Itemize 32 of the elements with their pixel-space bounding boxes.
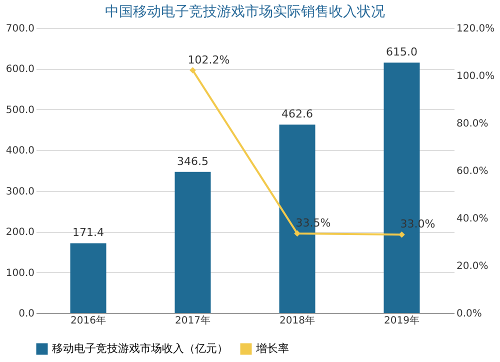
y2-tick-label: 0.0%: [456, 308, 482, 320]
y-tick-label: 0.0: [18, 308, 34, 320]
data-label: 346.5: [177, 154, 208, 168]
y-tick-label: 700.0: [6, 24, 34, 34]
bar: [70, 243, 106, 313]
y-tick-label: 400.0: [6, 146, 34, 157]
data-label: 102.2%: [188, 53, 230, 66]
y2-tick-label: 80.0%: [456, 118, 488, 130]
y-tick-label: 100.0: [6, 268, 34, 279]
y2-tick-label: 40.0%: [456, 214, 488, 224]
data-label: 615.0: [386, 46, 418, 59]
y2-tick-label: 100.0%: [456, 71, 495, 82]
point: [190, 67, 196, 74]
chart-title: 中国移动电子竞技游戏市场实际销售收入状况: [105, 4, 385, 20]
data-label: 462.6: [282, 108, 313, 121]
bar: [174, 172, 211, 313]
y2-tick-label: 120.0%: [456, 24, 495, 34]
x-tick-label: 2018年: [280, 314, 315, 326]
y2-tick-label: 60.0%: [456, 166, 488, 177]
y2-tick-label: 20.0%: [456, 261, 488, 272]
point: [294, 230, 300, 237]
x-tick-label: 2016年: [70, 314, 106, 326]
y-tick-label: 300.0: [6, 186, 34, 198]
y-tick-label: 200.0: [6, 227, 34, 238]
y-tick-label: 500.0: [6, 104, 34, 116]
legend-label: 增长率: [255, 342, 289, 355]
x-tick-label: 2019年: [384, 314, 420, 326]
data-label: 171.4: [72, 226, 104, 240]
legend-label: 移动电子竞技游戏市场收入（亿元）: [52, 342, 228, 355]
x-tick-label: 2017年: [175, 314, 210, 326]
point: [398, 231, 405, 238]
y-tick-label: 600.0: [6, 64, 34, 76]
